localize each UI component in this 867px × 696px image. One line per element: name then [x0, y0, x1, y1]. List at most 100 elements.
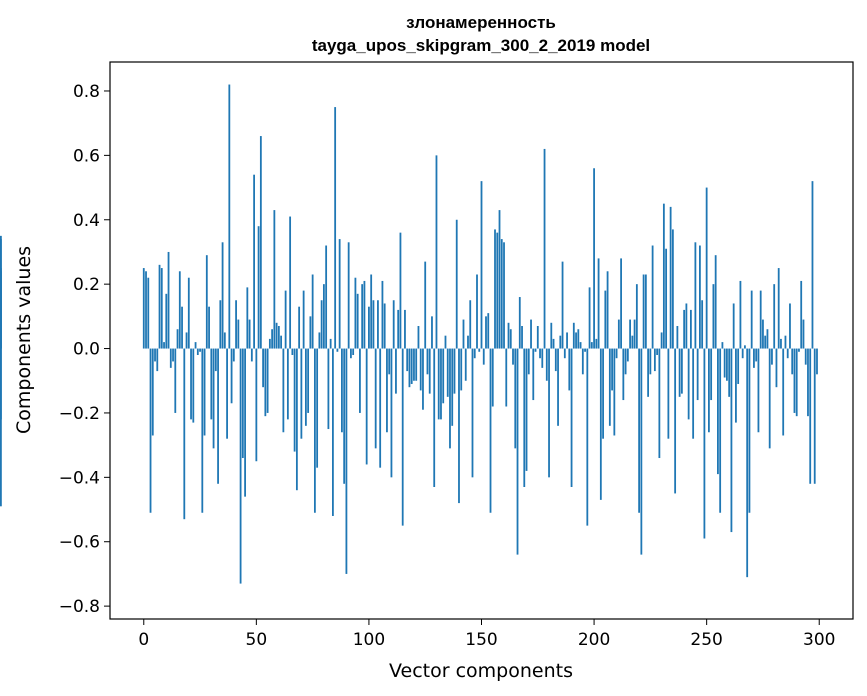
bar-235	[671, 229, 674, 349]
bar-83	[329, 338, 332, 349]
bar-99	[365, 348, 368, 465]
bar-262	[732, 303, 735, 349]
bar-5	[154, 348, 156, 362]
bar-71	[302, 290, 305, 349]
bar-223	[644, 274, 647, 349]
bar-88	[341, 348, 343, 433]
bar-237	[676, 326, 679, 349]
bar-174	[534, 348, 537, 352]
bar-126	[426, 348, 429, 375]
bar-239	[680, 348, 683, 394]
bar-122	[417, 326, 420, 349]
bar-175	[536, 326, 539, 349]
bar-208	[611, 348, 613, 391]
bar-259	[726, 348, 728, 381]
bar-212	[620, 258, 622, 349]
bar-162	[507, 322, 510, 349]
bar-84	[332, 348, 334, 516]
bar-62	[282, 348, 285, 433]
bar-118	[408, 348, 411, 388]
bar-225	[649, 348, 652, 375]
bar-203	[599, 348, 602, 500]
bar-252	[710, 348, 713, 401]
bar-151	[482, 348, 485, 365]
bar-270	[750, 290, 753, 349]
bar-264	[737, 348, 740, 384]
bar-146	[471, 348, 474, 478]
bar-290	[795, 348, 798, 417]
bar-216	[629, 319, 631, 349]
bar-19	[185, 332, 188, 349]
bar-263	[735, 348, 737, 423]
bar-166	[516, 348, 519, 555]
y-axis-label: Components values	[13, 246, 35, 434]
bar-182	[552, 338, 555, 349]
bar-112	[395, 348, 397, 394]
bar-158	[498, 210, 501, 349]
bar-205	[604, 290, 607, 349]
bar-8	[160, 268, 163, 349]
bar-53	[262, 348, 264, 388]
bar-226	[651, 245, 654, 349]
y-tick-label: 0.8	[73, 82, 100, 102]
bar-75	[311, 274, 314, 349]
bar-44	[241, 348, 244, 459]
bar-104	[377, 300, 379, 349]
bar-137	[451, 348, 454, 426]
bar-192	[575, 332, 577, 349]
bar-22	[192, 348, 195, 423]
x-axis-label: Vector components	[389, 660, 573, 682]
bar-129	[433, 348, 436, 487]
bar-132	[440, 348, 442, 420]
bar-110	[390, 348, 393, 478]
bar-42	[237, 319, 240, 349]
bar-124	[422, 348, 424, 410]
bar-167	[518, 297, 521, 349]
bar-190	[570, 348, 573, 487]
bar-243	[689, 309, 692, 349]
bar-76	[313, 348, 316, 513]
bar-186	[561, 261, 564, 349]
bar-41	[235, 300, 237, 349]
bar-34	[219, 300, 222, 349]
bar-117	[406, 348, 409, 372]
bar-155	[491, 348, 494, 407]
bar-275	[762, 319, 764, 349]
bar-0	[142, 268, 145, 349]
bar-114	[399, 232, 402, 349]
bar-179	[545, 348, 548, 381]
bar-103	[374, 348, 377, 449]
bar-177	[541, 348, 544, 368]
bar-43	[239, 348, 242, 584]
bar-111	[392, 300, 395, 349]
x-tick-label: 0	[138, 630, 149, 650]
bar-284	[782, 348, 785, 436]
bar-127	[428, 348, 431, 394]
y-tick-label: 0.0	[73, 340, 100, 360]
bar-256	[719, 348, 722, 513]
bar-65	[289, 216, 292, 349]
bar-79	[320, 300, 323, 349]
bar-241	[685, 303, 688, 349]
bar-61	[280, 335, 283, 349]
bar-101	[370, 274, 373, 349]
bar-251	[708, 348, 710, 433]
bar-120	[413, 348, 415, 381]
bar-249	[703, 348, 706, 539]
bar-46	[246, 287, 249, 349]
bar-95	[356, 293, 359, 349]
bar-227	[653, 348, 656, 372]
bar-210	[615, 348, 618, 359]
bar-170	[525, 348, 528, 471]
bar-287	[789, 303, 791, 349]
bar-297	[811, 181, 814, 349]
bar-165	[514, 348, 517, 449]
bar-16	[178, 271, 181, 349]
bar-50	[255, 348, 258, 462]
bar-36	[223, 332, 226, 349]
bar-67	[293, 348, 296, 452]
bar-272	[755, 348, 758, 362]
bar-29	[208, 306, 210, 349]
bar-222	[642, 274, 645, 349]
x-tick-label: 150	[465, 630, 497, 650]
